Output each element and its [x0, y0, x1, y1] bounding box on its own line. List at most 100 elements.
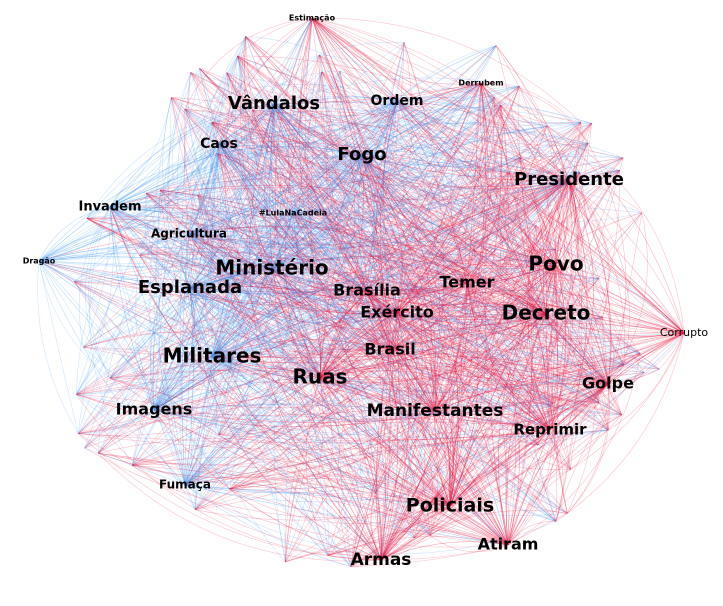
edge	[109, 136, 620, 208]
edge	[171, 97, 220, 145]
edge	[430, 264, 557, 536]
edge	[218, 143, 391, 351]
edge	[319, 366, 551, 407]
edge	[273, 103, 538, 446]
edge	[189, 54, 320, 289]
edge	[109, 143, 220, 208]
edge	[131, 100, 398, 466]
edge	[245, 36, 436, 412]
edge	[132, 264, 557, 466]
edge	[389, 172, 510, 351]
edge	[273, 103, 609, 385]
edge	[466, 143, 589, 284]
edge	[273, 103, 557, 522]
edge	[86, 217, 468, 297]
edge	[188, 233, 551, 407]
edge	[550, 264, 568, 514]
edge	[273, 102, 548, 127]
edge	[109, 179, 570, 261]
edge	[271, 123, 592, 270]
edge	[366, 290, 539, 446]
edge	[160, 189, 391, 351]
edge	[500, 105, 557, 266]
edge	[38, 260, 111, 379]
edge	[218, 143, 368, 292]
edge	[217, 17, 313, 154]
edge	[190, 72, 391, 351]
edge	[188, 233, 436, 412]
edge	[319, 364, 609, 431]
edge	[184, 71, 341, 486]
edge	[319, 97, 495, 379]
edge	[380, 169, 620, 561]
edge	[211, 356, 609, 438]
edge	[146, 192, 547, 315]
edge	[366, 290, 431, 536]
edge	[271, 45, 497, 270]
edge	[396, 312, 451, 507]
edge	[321, 71, 451, 507]
edge	[568, 179, 600, 403]
edge	[189, 287, 286, 562]
edge	[466, 282, 551, 407]
edge	[361, 45, 497, 156]
edge	[321, 71, 423, 561]
edge	[76, 394, 186, 486]
edge	[434, 172, 510, 412]
edge	[319, 377, 600, 415]
edge	[226, 72, 368, 292]
edge	[607, 353, 641, 385]
edge	[139, 255, 321, 379]
edge	[361, 154, 551, 431]
edge	[153, 85, 520, 411]
edge	[396, 183, 568, 314]
edge	[153, 304, 547, 411]
edge	[273, 97, 548, 127]
edge	[389, 122, 582, 351]
edge	[480, 82, 589, 144]
edge	[211, 122, 609, 385]
edge	[434, 157, 521, 412]
edge	[319, 179, 570, 379]
edge	[292, 132, 624, 214]
edge	[396, 82, 482, 102]
edge	[337, 312, 398, 567]
edge	[292, 82, 482, 214]
edge	[153, 171, 580, 411]
edge	[485, 97, 547, 315]
edge	[188, 233, 509, 546]
edge	[84, 447, 186, 486]
edge	[375, 100, 444, 494]
edge	[184, 353, 641, 490]
edge	[319, 55, 451, 507]
edge	[98, 313, 547, 466]
edge	[326, 71, 436, 412]
edge	[389, 317, 603, 351]
edge	[199, 68, 294, 214]
edge	[361, 154, 600, 279]
edge	[430, 410, 451, 536]
edge	[153, 157, 521, 411]
edge	[184, 364, 625, 486]
edge	[396, 172, 510, 314]
edge	[189, 287, 451, 507]
edge	[273, 82, 482, 105]
edge	[535, 225, 547, 315]
edge	[226, 72, 398, 314]
edge	[389, 349, 509, 546]
edge	[311, 17, 557, 266]
edge	[292, 212, 685, 336]
edge	[184, 282, 468, 486]
edge	[189, 45, 497, 289]
edge	[305, 17, 376, 494]
edge	[311, 17, 509, 546]
edge	[171, 97, 368, 292]
edge	[466, 282, 603, 318]
edge	[382, 100, 398, 314]
edge	[245, 36, 468, 284]
edge	[109, 206, 376, 494]
edge	[132, 410, 436, 479]
edge	[319, 313, 547, 379]
edge	[292, 212, 468, 284]
edge	[545, 313, 603, 322]
